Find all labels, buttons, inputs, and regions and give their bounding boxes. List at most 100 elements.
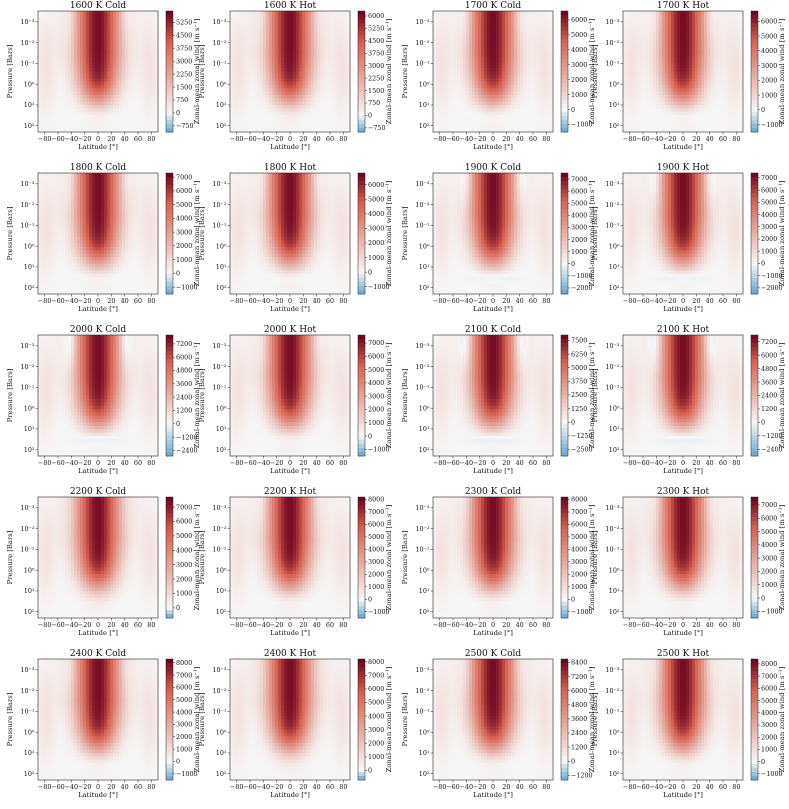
heatmap-cell — [707, 18, 710, 22]
heatmap-cell — [125, 38, 128, 42]
heatmap-cell — [71, 125, 74, 129]
heatmap-cell — [284, 92, 287, 96]
heatmap-cell — [287, 28, 290, 32]
heatmap-cell — [635, 11, 638, 15]
heatmap-cell — [314, 18, 317, 22]
heatmap-cell — [493, 51, 496, 55]
heatmap-cell — [71, 48, 74, 52]
heatmap-cell — [266, 41, 269, 45]
heatmap-cell — [323, 85, 326, 89]
heatmap-cell — [293, 51, 296, 55]
heatmap-cell — [547, 78, 550, 82]
heatmap-cell — [257, 14, 260, 18]
heatmap-cell — [98, 51, 101, 55]
heatmap-cell — [74, 68, 77, 72]
colorbar-segment — [561, 63, 568, 67]
heatmap-cell — [502, 85, 505, 89]
heatmap-cell — [544, 61, 547, 65]
heatmap-cell — [698, 14, 701, 18]
heatmap-cell — [230, 18, 233, 22]
heatmap-cell — [532, 61, 535, 65]
heatmap-cell — [508, 75, 511, 79]
heatmap-cell — [77, 11, 80, 15]
heatmap-cell — [517, 102, 520, 106]
heatmap-cell — [656, 14, 659, 18]
heatmap-cell — [305, 92, 308, 96]
heatmap-cell — [95, 72, 98, 76]
heatmap-cell — [544, 14, 547, 18]
heatmap-cell — [538, 45, 541, 49]
heatmap-cell — [113, 58, 116, 62]
heatmap-cell — [523, 55, 526, 59]
heatmap-cell — [71, 28, 74, 32]
heatmap-cell — [514, 85, 517, 89]
heatmap-cell — [152, 41, 155, 45]
heatmap-cell — [134, 88, 137, 92]
heatmap-cell — [451, 35, 454, 39]
heatmap-cell — [71, 95, 74, 99]
heatmap-cell — [469, 11, 472, 15]
heatmap-cell — [332, 122, 335, 126]
heatmap-cell — [80, 122, 83, 126]
heatmap-cell — [454, 51, 457, 55]
heatmap-cell — [517, 112, 520, 116]
heatmap-cell — [493, 75, 496, 79]
heatmap-cell — [659, 24, 662, 28]
heatmap-cell — [53, 51, 56, 55]
heatmap-cell — [529, 82, 532, 86]
heatmap-cell — [290, 38, 293, 42]
heatmap-cell — [296, 51, 299, 55]
heatmap-cell — [526, 125, 529, 129]
heatmap-cell — [47, 35, 50, 39]
heatmap-cell — [671, 21, 674, 25]
heatmap-cell — [266, 95, 269, 99]
heatmap-cell — [338, 98, 341, 102]
heatmap-cell — [110, 35, 113, 39]
heatmap-cell — [344, 102, 347, 106]
heatmap-cell — [547, 112, 550, 116]
heatmap-cell — [493, 102, 496, 106]
heatmap-cell — [266, 55, 269, 59]
heatmap-cell — [320, 119, 323, 123]
heatmap-cell — [74, 41, 77, 45]
heatmap-cell — [338, 51, 341, 55]
heatmap-cell — [80, 48, 83, 52]
heatmap-cell — [113, 125, 116, 129]
heatmap-cell — [98, 112, 101, 116]
heatmap-cell — [143, 14, 146, 18]
heatmap-cell — [80, 61, 83, 65]
heatmap-cell — [89, 88, 92, 92]
heatmap-cell — [335, 108, 338, 112]
heatmap-cell — [344, 38, 347, 42]
heatmap-cell — [320, 61, 323, 65]
heatmap-cell — [230, 51, 233, 55]
heatmap-cell — [326, 72, 329, 76]
heatmap-cell — [647, 38, 650, 42]
heatmap-cell — [514, 72, 517, 76]
heatmap-cell — [65, 68, 68, 72]
heatmap-cell — [538, 78, 541, 82]
heatmap-cell — [308, 24, 311, 28]
heatmap-cell — [260, 18, 263, 22]
heatmap-cell — [448, 98, 451, 102]
heatmap-cell — [508, 85, 511, 89]
colorbar-tick-label: 0 — [571, 106, 575, 114]
heatmap-cell — [110, 18, 113, 22]
heatmap-cell — [496, 82, 499, 86]
heatmap-cell — [326, 122, 329, 126]
heatmap-cell — [275, 41, 278, 45]
heatmap-cell — [641, 24, 644, 28]
heatmap-cell — [47, 68, 50, 72]
heatmap-cell — [41, 88, 44, 92]
heatmap-cell — [526, 21, 529, 25]
heatmap-cell — [284, 21, 287, 25]
heatmap-cell — [517, 41, 520, 45]
heatmap-cell — [53, 48, 56, 52]
heatmap-cell — [68, 102, 71, 106]
heatmap-cell — [245, 38, 248, 42]
heatmap-cell — [499, 28, 502, 32]
heatmap-cell — [454, 98, 457, 102]
heatmap-cell — [281, 18, 284, 22]
heatmap-cell — [65, 78, 68, 82]
heatmap-cell — [311, 38, 314, 42]
